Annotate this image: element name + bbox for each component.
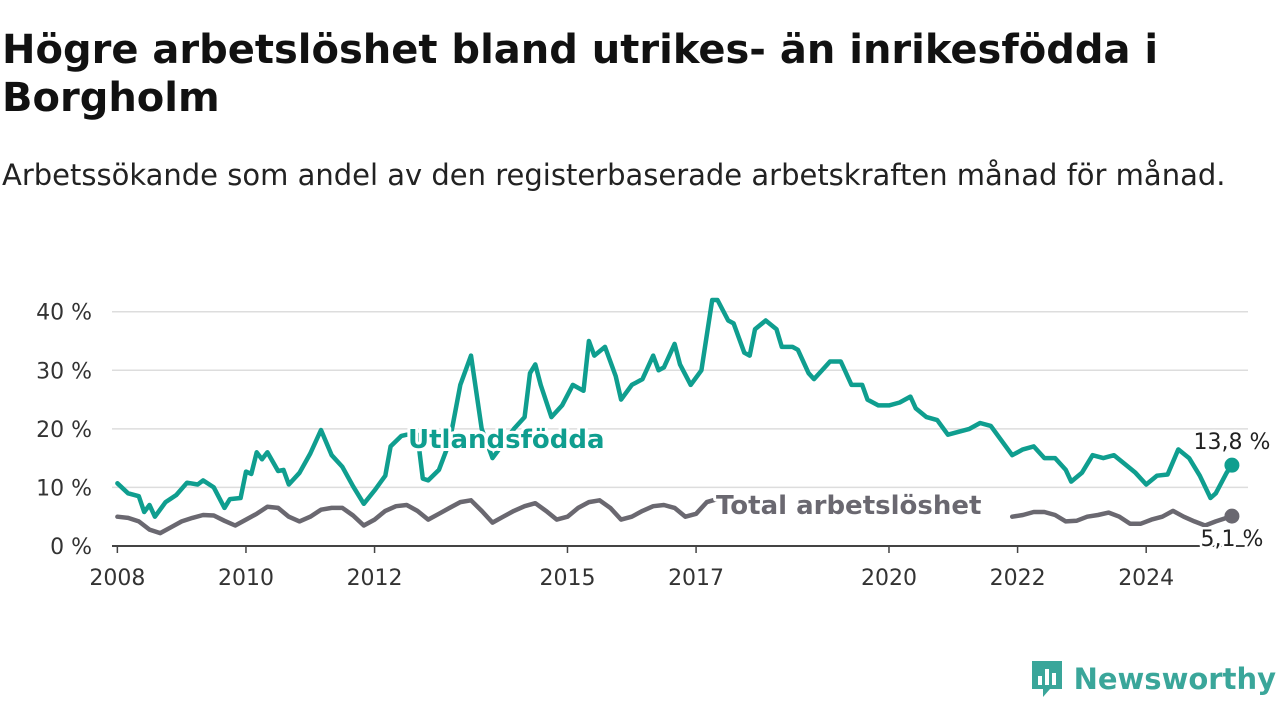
- x-tick-label: 2024: [1118, 566, 1174, 591]
- foreign-born-label: Utlandsfödda: [408, 425, 605, 455]
- series-labels: Utlandsfödda Total arbetslöshet 13,8 % 5,1 …: [405, 422, 1273, 555]
- x-tick-label: 2020: [861, 566, 917, 591]
- y-tick-label: 30 %: [36, 359, 92, 384]
- total-label: Total arbetslöshet: [716, 491, 981, 521]
- total-line: [115, 496, 720, 536]
- y-tick-label: 0 %: [50, 535, 92, 560]
- total-end-dot: [1224, 508, 1240, 524]
- gridlines: 0 % 10 % 20 % 30 % 40 %: [36, 301, 1248, 560]
- x-tick-label: 2017: [668, 566, 724, 591]
- x-tick-label: 2012: [347, 566, 403, 591]
- x-axis: 2008 2010 2012 2015 2017 2020 2022 2024: [89, 545, 1248, 591]
- total-line-tail: [1009, 508, 1235, 528]
- y-tick-label: 40 %: [36, 301, 92, 326]
- x-tick-label: 2022: [990, 566, 1046, 591]
- series-lines: [115, 297, 1240, 536]
- foreign-born-end-value: 13,8 %: [1193, 430, 1270, 455]
- x-tick-label: 2015: [539, 566, 595, 591]
- brand-name: Newsworthy: [1073, 662, 1276, 696]
- chart-title: Högre arbetslöshet bland utrikes- än inr…: [2, 27, 1159, 121]
- y-tick-label: 10 %: [36, 476, 92, 501]
- newsworthy-chart-icon: [1031, 661, 1062, 697]
- total-end-value: 5,1 %: [1200, 527, 1263, 552]
- y-tick-label: 20 %: [36, 418, 92, 443]
- x-tick-label: 2010: [218, 566, 274, 591]
- x-tick-label: 2008: [89, 566, 145, 591]
- foreign-born-end-dot: [1224, 457, 1240, 473]
- foreign-born-line: [115, 297, 1235, 519]
- chart-subtitle: Arbetssökande som andel av den registerb…: [2, 158, 1226, 192]
- newsworthy-logo[interactable]: Newsworthy: [1030, 652, 1276, 706]
